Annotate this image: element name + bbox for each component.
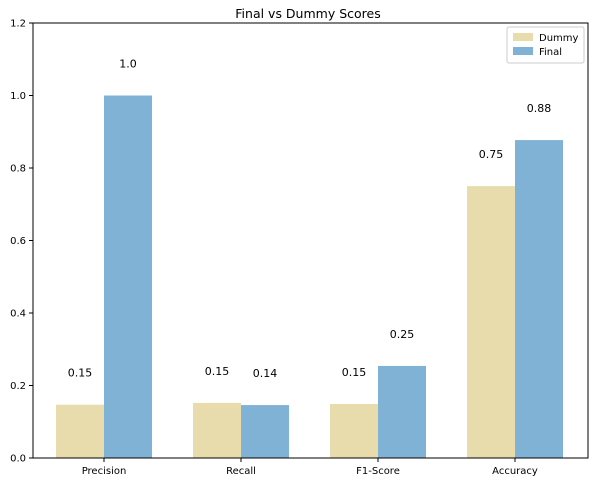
bar-dummy-f1-score bbox=[330, 403, 378, 458]
chart-title: Final vs Dummy Scores bbox=[235, 6, 380, 21]
legend-label-final: Final bbox=[539, 47, 562, 58]
legend-label-dummy: Dummy bbox=[539, 33, 579, 44]
legend: Dummy Final bbox=[506, 26, 585, 64]
bar-final-recall bbox=[241, 405, 289, 458]
bar-dummy-recall bbox=[193, 402, 241, 458]
y-tick-label: 0.6 bbox=[10, 236, 26, 247]
legend-swatch-final bbox=[513, 47, 533, 55]
y-tick-label: 0.0 bbox=[10, 454, 26, 465]
data-label: 1.0 bbox=[119, 58, 137, 71]
bar-dummy-precision bbox=[56, 404, 104, 458]
y-tick-label: 0.8 bbox=[10, 164, 26, 175]
data-label: 0.14 bbox=[253, 367, 278, 380]
data-label: 0.88 bbox=[527, 102, 552, 115]
legend-swatch-dummy bbox=[513, 33, 533, 41]
data-label: 0.25 bbox=[390, 328, 415, 341]
data-labels-layer: 0.15 0.15 0.15 0.75 1.0 0.14 0.25 0.88 bbox=[68, 58, 552, 381]
x-tick-label: Recall bbox=[226, 466, 256, 477]
y-tick-label: 1.0 bbox=[10, 91, 26, 102]
y-axis: 0.0 0.2 0.4 0.6 0.8 1.0 1.2 bbox=[10, 19, 33, 465]
y-tick-label: 1.2 bbox=[10, 19, 26, 30]
data-label: 0.15 bbox=[342, 366, 367, 379]
bar-dummy-accuracy bbox=[467, 186, 515, 458]
x-tick-label: F1-Score bbox=[356, 466, 400, 477]
y-tick-label: 0.2 bbox=[10, 381, 26, 392]
x-axis: Precision Recall F1-Score Accuracy bbox=[82, 458, 538, 477]
bar-final-f1-score bbox=[378, 365, 426, 458]
bars-layer bbox=[56, 95, 563, 458]
x-tick-label: Accuracy bbox=[492, 466, 538, 477]
plot-frame bbox=[32, 22, 589, 459]
bar-final-precision bbox=[104, 95, 152, 458]
y-tick-label: 0.4 bbox=[10, 309, 26, 320]
data-label: 0.75 bbox=[479, 148, 504, 161]
bar-final-accuracy bbox=[515, 140, 563, 458]
data-label: 0.15 bbox=[68, 367, 93, 380]
data-label: 0.15 bbox=[205, 365, 230, 378]
x-tick-label: Precision bbox=[82, 466, 127, 477]
